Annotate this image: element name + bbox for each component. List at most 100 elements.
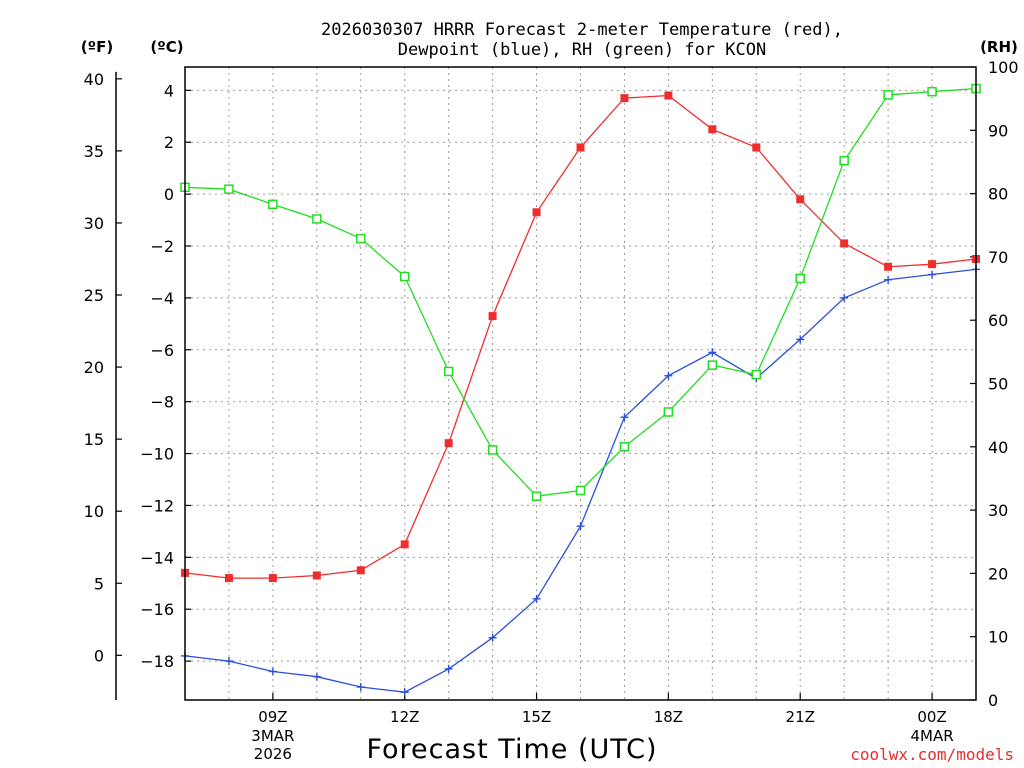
temperature-point	[532, 208, 541, 217]
rh-point	[224, 184, 234, 194]
dewpoint-point	[400, 688, 409, 697]
fahrenheit-axis: 40 35 30 25 20 15 10 5 0	[84, 70, 122, 700]
rh-tick-label: 80	[988, 185, 1008, 204]
rh-tick-label: 0	[988, 691, 998, 710]
temperature-point	[840, 239, 849, 248]
celsius-tick-label: −12	[140, 496, 174, 515]
fahrenheit-tick-label: 25	[84, 286, 104, 305]
celsius-unit-label: (ºC)	[150, 38, 183, 56]
rh-point	[356, 233, 366, 244]
temperature-point	[268, 574, 277, 583]
fahrenheit-tick-label: 10	[84, 502, 104, 521]
dewpoint-point	[444, 664, 453, 673]
fahrenheit-unit-label: (ºF)	[81, 38, 113, 56]
rh-tick-label: 100	[988, 58, 1019, 77]
temperature-point	[576, 143, 585, 152]
rh-point	[619, 442, 630, 452]
rh-tick-label: 60	[988, 311, 1008, 330]
fahrenheit-tick-label: 40	[84, 70, 104, 89]
x-tick-label: 00Z	[917, 708, 946, 726]
celsius-tick-label: −10	[140, 445, 174, 464]
rh-point	[751, 369, 762, 380]
celsius-tick-label: −4	[150, 289, 174, 308]
rh-tick-label: 50	[988, 375, 1008, 394]
dewpoint-point	[224, 657, 233, 666]
rh-point	[663, 407, 674, 417]
rh-tick-label: 10	[988, 628, 1008, 647]
temperature-point	[928, 260, 937, 269]
rh-point	[399, 271, 410, 282]
rh-tick-label: 40	[988, 438, 1008, 457]
chart-title-line-1: 2026030307 HRRR Forecast 2-meter Tempera…	[321, 20, 843, 40]
dewpoint-point	[840, 293, 849, 302]
x-tick-label: 21Z	[786, 708, 815, 726]
temperature-point	[224, 574, 233, 583]
x-tick-label: 12Z	[390, 708, 419, 726]
fahrenheit-tick-label: 30	[84, 214, 104, 233]
temperature-point	[620, 94, 629, 103]
rh-point	[839, 155, 849, 166]
x-tick-label: 15Z	[522, 708, 551, 726]
rh-tick-label: 30	[988, 501, 1008, 520]
temperature-point	[708, 125, 717, 134]
chart-title-line-2: Dewpoint (blue), RH (green) for KCON	[398, 40, 766, 60]
dewpoint-point	[620, 413, 629, 422]
celsius-tick-label: 4	[164, 81, 174, 100]
celsius-axis: 4 2 0 −2 −4 −6 −8 −10 −12 −14 −16 −18	[140, 81, 191, 671]
temperature-point	[356, 566, 365, 575]
fahrenheit-tick-label: 35	[84, 142, 104, 161]
fahrenheit-tick-label: 5	[94, 574, 104, 593]
dewpoint-point	[664, 371, 673, 380]
dewpoint-series	[181, 265, 980, 697]
temperature-point	[884, 262, 893, 271]
celsius-tick-label: −2	[150, 237, 174, 256]
fahrenheit-tick-label: 0	[94, 646, 104, 665]
x-date-label: 2026	[254, 745, 292, 763]
fahrenheit-tick-label: 20	[84, 358, 104, 377]
x-date-label: 4MAR	[910, 727, 953, 745]
dewpoint-point	[928, 270, 937, 279]
rh-point	[883, 90, 893, 100]
x-tick-label: 09Z	[258, 708, 287, 726]
rh-point	[312, 214, 322, 224]
celsius-tick-label: −8	[150, 393, 174, 412]
temperature-point	[796, 195, 805, 204]
dewpoint-point	[576, 522, 585, 531]
credit-text: coolwx.com/models	[850, 745, 1014, 764]
temperature-point	[444, 439, 453, 448]
dewpoint-point	[312, 672, 321, 681]
rh-point	[487, 445, 498, 455]
rh-point	[927, 86, 937, 97]
celsius-tick-label: −16	[140, 600, 174, 619]
rh-point	[443, 366, 454, 377]
x-date-label: 3MAR	[251, 727, 294, 745]
celsius-tick-label: 0	[164, 185, 174, 204]
x-tick-label: 18Z	[654, 708, 683, 726]
temperature-point	[664, 91, 673, 100]
fahrenheit-tick-label: 15	[84, 430, 104, 449]
rh-point	[707, 360, 718, 370]
dewpoint-point	[796, 335, 805, 344]
rh-tick-label: 90	[988, 121, 1008, 140]
rh-tick-label: 70	[988, 248, 1008, 267]
rh-point	[268, 199, 278, 210]
dewpoint-point	[488, 633, 497, 642]
celsius-tick-label: −6	[150, 341, 174, 360]
temperature-point	[312, 571, 321, 580]
rh-point	[795, 273, 805, 284]
rh-point	[531, 491, 542, 501]
temperature-point	[400, 540, 409, 549]
dewpoint-point	[532, 594, 541, 603]
temperature-point	[488, 312, 497, 321]
rh-point	[575, 485, 586, 496]
rh-tick-label: 20	[988, 564, 1008, 583]
temperature-series	[181, 91, 980, 583]
temperature-point	[752, 143, 761, 152]
x-axis-label: Forecast Time (UTC)	[366, 734, 657, 765]
celsius-tick-label: −14	[140, 548, 174, 567]
plot-frame	[184, 66, 977, 701]
dewpoint-point	[708, 348, 717, 357]
